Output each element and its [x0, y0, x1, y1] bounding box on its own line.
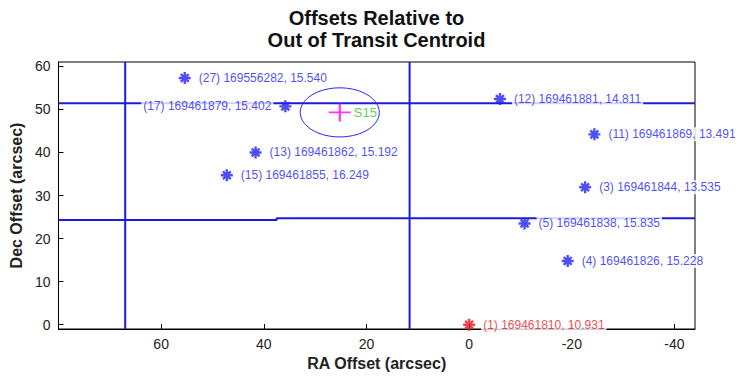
- svg-text:S15: S15: [354, 105, 377, 120]
- svg-text:(4) 169461826, 15.228: (4) 169461826, 15.228: [582, 254, 704, 268]
- svg-text:0: 0: [465, 336, 473, 352]
- svg-text:Offsets Relative to: Offsets Relative to: [289, 7, 465, 29]
- svg-text:(27) 169556282, 15.540: (27) 169556282, 15.540: [199, 71, 327, 85]
- svg-text:(12) 169461881, 14.811: (12) 169461881, 14.811: [514, 92, 642, 106]
- svg-text:60: 60: [35, 58, 51, 74]
- svg-text:40: 40: [256, 336, 272, 352]
- svg-text:RA Offset (arcsec): RA Offset (arcsec): [307, 355, 446, 372]
- svg-text:10: 10: [35, 274, 51, 290]
- svg-text:0: 0: [43, 317, 51, 333]
- svg-text:30: 30: [35, 188, 51, 204]
- svg-text:Dec Offset (arcsec): Dec Offset (arcsec): [8, 123, 25, 269]
- svg-text:(1) 169461810, 10.931: (1) 169461810, 10.931: [483, 318, 605, 332]
- svg-text:(11) 169461869, 13.491: (11) 169461869, 13.491: [608, 127, 736, 141]
- svg-text:40: 40: [35, 144, 51, 160]
- svg-text:20: 20: [35, 231, 51, 247]
- svg-text:Out of Transit Centroid: Out of Transit Centroid: [268, 29, 486, 51]
- svg-text:20: 20: [359, 336, 375, 352]
- svg-text:(3) 169461844, 13.535: (3) 169461844, 13.535: [599, 180, 721, 194]
- svg-text:(17) 169461879, 15.402: (17) 169461879, 15.402: [143, 99, 271, 113]
- svg-text:-20: -20: [562, 336, 582, 352]
- svg-text:-40: -40: [664, 336, 684, 352]
- svg-text:50: 50: [35, 101, 51, 117]
- svg-text:(5) 169461838, 15.835: (5) 169461838, 15.835: [539, 216, 661, 230]
- svg-text:(13) 169461862, 15.192: (13) 169461862, 15.192: [270, 145, 398, 159]
- svg-text:(15) 169461855, 16.249: (15) 169461855, 16.249: [241, 168, 369, 182]
- svg-text:60: 60: [153, 336, 169, 352]
